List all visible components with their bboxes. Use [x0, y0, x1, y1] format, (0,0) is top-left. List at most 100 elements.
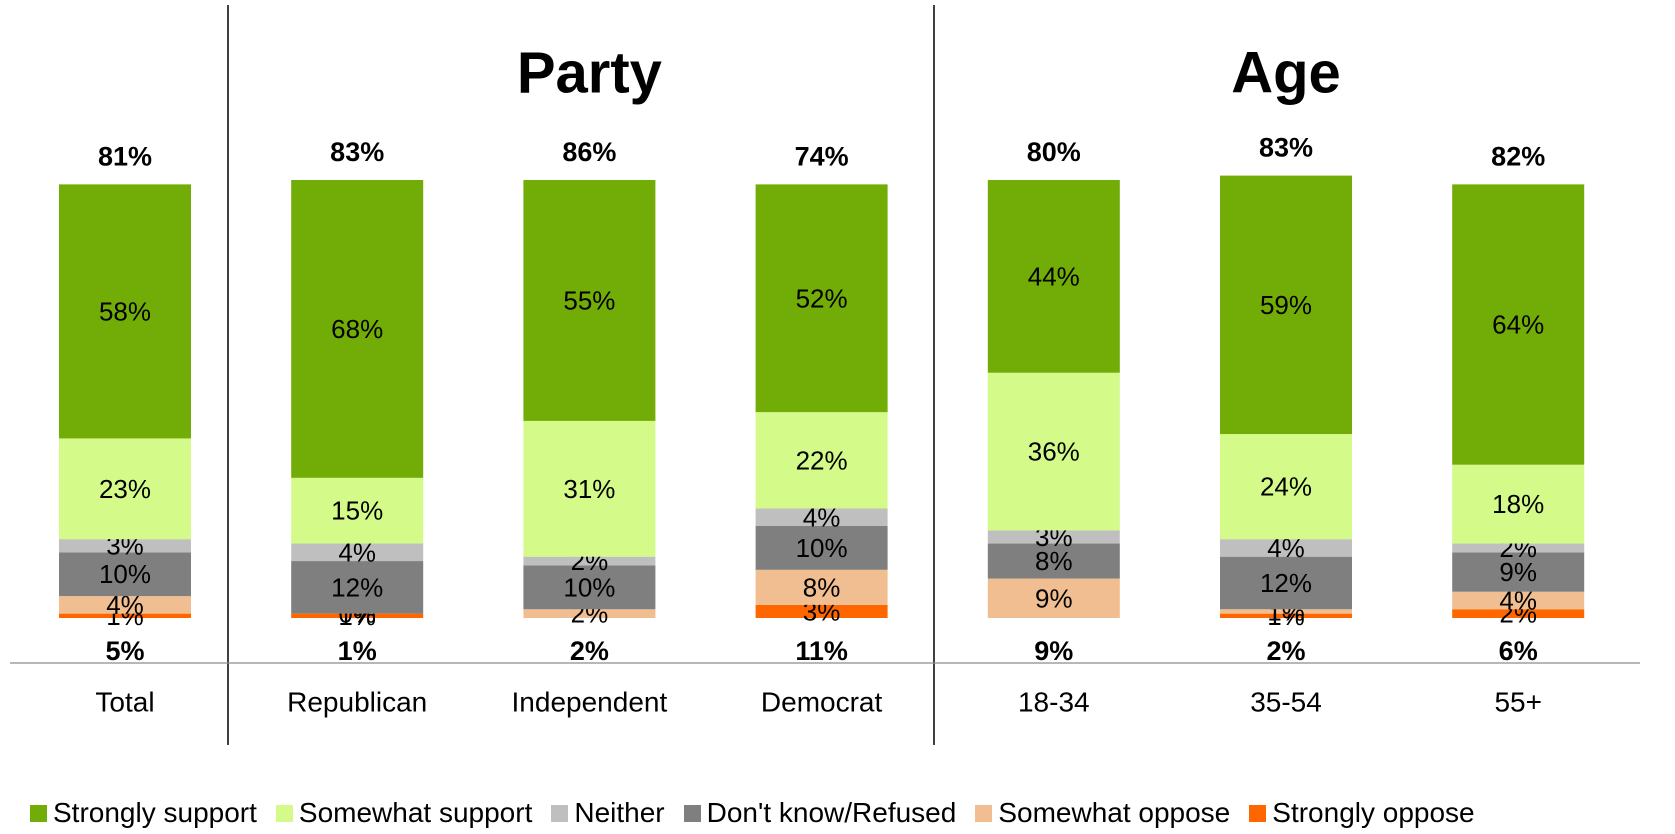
group-header-age: Age — [1231, 41, 1341, 106]
segment-value-label: 59% — [1260, 290, 1312, 320]
total-support-label: 80% — [1027, 137, 1081, 167]
legend-swatch — [30, 804, 47, 822]
x-axis-category-label: Independent — [512, 687, 668, 718]
segment-value-label: 44% — [1028, 261, 1080, 291]
segment-value-label: 10% — [99, 559, 151, 589]
bar-segment-somewhat-oppose — [987, 578, 1120, 618]
total-support-label: 83% — [330, 137, 384, 167]
total-oppose-label: 11% — [795, 636, 848, 666]
bar-segment-somewhat-oppose — [1220, 609, 1352, 614]
x-axis-category-label: Total — [95, 687, 154, 718]
bar-segment-strongly-support — [987, 180, 1120, 373]
segment-value-label: 9% — [1499, 557, 1537, 587]
legend-item: Neither — [551, 797, 665, 829]
legend-label: Strongly support — [53, 797, 257, 828]
bar-segment-don-t-know-refused — [59, 552, 191, 597]
chart-legend: Strongly support Somewhat support Neither D… — [30, 797, 1494, 829]
legend-label: Strongly oppose — [1272, 797, 1475, 828]
bar-segment-don-t-know-refused — [987, 543, 1120, 579]
bar-segment-strongly-support — [59, 184, 191, 439]
bar-segment-neither — [1220, 539, 1352, 557]
legend-label: Somewhat support — [298, 797, 533, 828]
x-axis-category-label: 35-54 — [1250, 687, 1322, 718]
bar-segment-somewhat-support — [523, 420, 656, 557]
bar-segment-don-t-know-refused — [1452, 552, 1585, 592]
legend-label: Don't know/Refused — [706, 797, 957, 828]
segment-value-label: 52% — [796, 283, 848, 313]
bar-segment-somewhat-oppose — [1452, 591, 1585, 610]
segment-value-label: 10% — [563, 572, 615, 602]
legend-label: Neither — [574, 797, 665, 828]
legend-swatch — [275, 804, 293, 822]
legend-label: Somewhat oppose — [998, 797, 1231, 828]
segment-value-label: 9% — [1035, 583, 1073, 613]
legend-swatch — [975, 804, 993, 822]
bar-segment-don-t-know-refused — [291, 561, 424, 614]
bar-segment-somewhat-support — [291, 477, 424, 544]
total-support-label: 82% — [1491, 141, 1545, 171]
bar-segment-don-t-know-refused — [1220, 556, 1352, 610]
legend-item: Somewhat oppose — [975, 797, 1230, 829]
segment-value-label: 10% — [796, 533, 848, 563]
total-support-label: 74% — [795, 141, 849, 171]
bar-segment-somewhat-oppose — [523, 609, 656, 618]
group-header-party: Party — [517, 41, 662, 106]
segment-value-label: 36% — [1028, 437, 1080, 467]
segment-value-label: 12% — [331, 572, 383, 602]
segment-value-label: 55% — [563, 285, 615, 315]
bar-segment-neither — [291, 543, 424, 562]
x-axis-category-label: 55+ — [1494, 687, 1542, 718]
x-axis-category-label: Republican — [287, 687, 427, 718]
bar-segment-neither — [59, 539, 191, 553]
bar-segment-strongly-oppose — [291, 613, 424, 618]
total-support-label: 83% — [1259, 133, 1313, 163]
segment-value-label: 12% — [1260, 568, 1312, 598]
legend-item: Somewhat support — [275, 797, 533, 829]
segment-value-label: 8% — [803, 572, 841, 602]
total-oppose-label: 2% — [1266, 636, 1305, 666]
segment-value-label: 8% — [1035, 546, 1073, 576]
legend-swatch — [1249, 804, 1267, 822]
legend-swatch — [683, 804, 701, 822]
bar-segment-strongly-oppose — [59, 613, 191, 618]
bar-segment-somewhat-support — [1452, 464, 1585, 544]
segment-value-label: 58% — [99, 296, 151, 326]
bar-segment-strongly-support — [1452, 184, 1585, 465]
bar-segment-strongly-support — [523, 180, 656, 421]
segment-value-label: 15% — [331, 496, 383, 526]
segment-value-label: 22% — [796, 445, 848, 475]
bar-segment-strongly-support — [1220, 175, 1352, 435]
bar-segment-strongly-support — [755, 184, 888, 413]
bar-segment-somewhat-support — [755, 412, 888, 509]
legend-item: Strongly support — [30, 797, 257, 829]
total-oppose-label: 1% — [338, 636, 377, 666]
x-axis-category-label: Democrat — [761, 687, 883, 718]
segment-value-label: 31% — [563, 474, 615, 504]
bar-segment-somewhat-support — [987, 372, 1120, 531]
bar-segment-somewhat-oppose — [59, 596, 191, 614]
x-axis-category-label: 18-34 — [1018, 687, 1090, 718]
legend-item: Don't know/Refused — [683, 797, 957, 829]
bar-segment-somewhat-support — [59, 438, 191, 540]
bar-segment-strongly-oppose — [1452, 609, 1585, 618]
segment-value-label: 24% — [1260, 472, 1312, 502]
segment-value-label: 68% — [331, 314, 383, 344]
bar-segment-neither — [1452, 543, 1585, 553]
segment-value-label: 18% — [1492, 489, 1544, 519]
bar-segment-neither — [755, 508, 888, 527]
bar-segment-somewhat-oppose — [755, 569, 888, 605]
bar-segment-strongly-support — [291, 180, 424, 478]
total-oppose-label: 5% — [105, 636, 144, 666]
bar-segment-neither — [987, 530, 1120, 544]
total-oppose-label: 9% — [1034, 636, 1073, 666]
bar-segment-strongly-oppose — [755, 604, 888, 618]
segment-value-label: 64% — [1492, 310, 1544, 340]
total-oppose-label: 6% — [1499, 636, 1538, 666]
bar-segment-neither — [523, 556, 656, 566]
bar-segment-don-t-know-refused — [755, 526, 888, 570]
total-support-label: 86% — [562, 137, 616, 167]
segment-value-label: 23% — [99, 474, 151, 504]
total-oppose-label: 2% — [570, 636, 609, 666]
bar-segment-strongly-oppose — [1220, 613, 1352, 618]
